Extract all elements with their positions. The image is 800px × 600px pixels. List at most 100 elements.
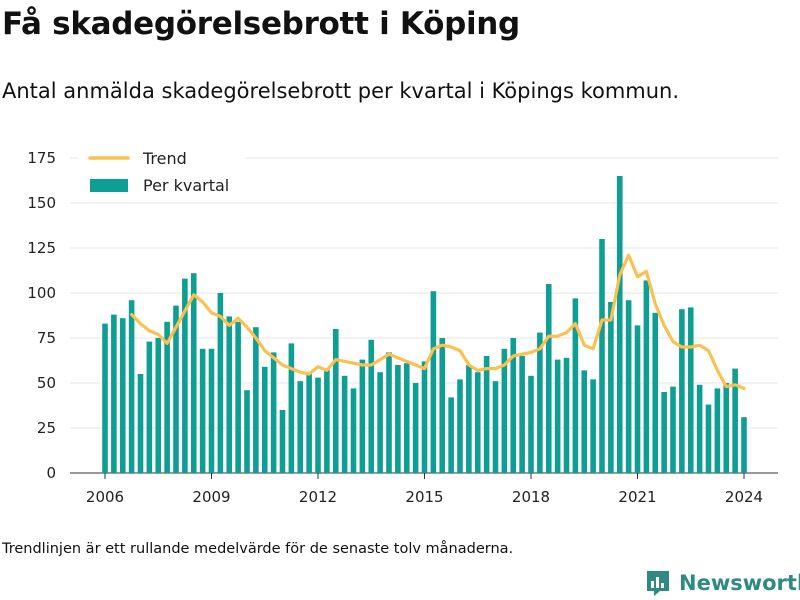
chart-subtitle: Antal anmälda skadegörelsebrott per kvar… — [2, 79, 680, 103]
bar-line-chart: 0 25 50 75 100 125 150 175 2006 2009 2012 2015 2018 2… — [27, 146, 778, 506]
x-tick-label: 2018 — [512, 488, 550, 506]
footnote: Trendlinjen är ett rullande medelvärde f… — [2, 541, 514, 557]
bar — [643, 280, 650, 473]
legend: Trend Per kvartal — [78, 146, 246, 202]
bar — [430, 291, 437, 473]
x-tick-label: 2012 — [299, 488, 337, 506]
bar — [732, 368, 738, 473]
bar — [332, 329, 339, 473]
bar — [164, 321, 170, 473]
bar — [501, 348, 508, 473]
bar — [421, 361, 428, 473]
trend-line-path — [130, 253, 746, 390]
bar — [279, 410, 286, 473]
bar — [448, 397, 454, 473]
bar — [670, 386, 676, 473]
bar — [190, 273, 197, 473]
bar — [439, 338, 446, 473]
bar — [599, 239, 605, 473]
newsworthy-logo: Newsworthy — [645, 568, 800, 598]
x-tick-label: 2021 — [618, 488, 656, 506]
bar — [386, 352, 392, 473]
bar — [155, 338, 162, 473]
bar — [226, 316, 233, 473]
bar — [395, 365, 401, 473]
bar — [306, 372, 312, 473]
bar — [616, 176, 623, 473]
newsworthy-logo-icon — [647, 571, 669, 596]
bars — [102, 176, 747, 473]
bar — [474, 372, 481, 473]
bar — [483, 356, 490, 473]
y-tick-label: 150 — [27, 194, 56, 212]
bar — [350, 388, 357, 473]
bar — [137, 374, 144, 473]
bar — [537, 332, 543, 473]
bar — [714, 388, 721, 473]
bar — [528, 375, 534, 473]
bar — [102, 323, 108, 473]
x-tick-label: 2015 — [405, 488, 443, 506]
bar — [182, 278, 188, 473]
bar — [510, 338, 517, 473]
bar — [679, 309, 685, 473]
bar — [545, 284, 552, 473]
bar — [235, 321, 241, 473]
legend-background — [78, 146, 246, 202]
bar — [403, 363, 410, 473]
bar — [661, 392, 667, 473]
bar — [634, 325, 641, 473]
bar — [554, 359, 561, 473]
bar — [687, 307, 694, 473]
x-tick-label: 2024 — [725, 488, 763, 506]
bar — [128, 300, 135, 473]
chart-title: Få skadegörelsebrott i Köping — [2, 6, 520, 42]
x-tick-label: 2009 — [192, 488, 230, 506]
bar — [111, 314, 117, 473]
bar — [457, 379, 463, 473]
y-tick-label: 75 — [37, 329, 56, 347]
y-tick-label: 0 — [46, 464, 56, 482]
bar — [199, 348, 206, 473]
bar — [563, 357, 570, 473]
bar — [572, 298, 579, 473]
axes: 0 25 50 75 100 125 150 175 2006 2009 2012 2015 2018 2… — [27, 149, 763, 506]
legend-swatch-bars — [90, 179, 128, 192]
y-tick-label: 175 — [27, 149, 56, 167]
bar — [359, 359, 366, 473]
bar — [217, 293, 224, 473]
bar — [581, 370, 588, 473]
bar — [368, 339, 375, 473]
bar — [261, 366, 268, 473]
bar — [377, 372, 383, 473]
y-tick-label: 125 — [27, 239, 56, 257]
bar — [253, 327, 259, 473]
bar — [288, 343, 295, 473]
bar — [270, 352, 277, 473]
trend-line — [130, 253, 746, 390]
bar — [173, 305, 179, 473]
bar — [119, 318, 126, 473]
bar — [146, 341, 153, 473]
bar — [723, 383, 730, 473]
legend-label-bars: Per kvartal — [143, 176, 229, 195]
bar — [625, 300, 632, 473]
bar — [466, 365, 472, 473]
bar — [741, 417, 747, 473]
y-tick-label: 50 — [37, 374, 56, 392]
bar — [492, 381, 499, 473]
bar — [315, 377, 321, 473]
x-tick-label: 2006 — [86, 488, 124, 506]
legend-label-trend: Trend — [142, 149, 187, 168]
bar — [519, 356, 525, 473]
bar — [608, 302, 614, 473]
bar — [590, 379, 596, 473]
bar — [297, 381, 304, 473]
bar — [652, 312, 659, 473]
bar — [341, 375, 348, 473]
bar — [412, 383, 419, 473]
bar — [705, 404, 712, 473]
bar — [208, 348, 215, 473]
y-tick-label: 100 — [27, 284, 56, 302]
bar — [244, 390, 250, 473]
